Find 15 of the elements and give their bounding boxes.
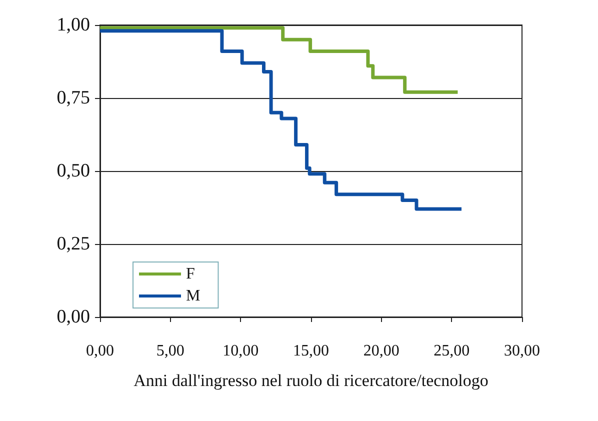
y-tick-label: 0,25: [56, 234, 90, 254]
y-tick-label: 0,50: [56, 160, 90, 182]
x-tick-label: 20,00: [363, 342, 400, 360]
x-tick-label: 10,00: [222, 342, 259, 360]
x-tick-label: 30,00: [504, 342, 540, 360]
legend-label: M: [186, 288, 200, 304]
legend-label: F: [186, 266, 195, 282]
y-tick-label: 0,00: [56, 306, 90, 328]
x-tick-label: 15,00: [293, 342, 329, 360]
x-tick-label: 0,00: [86, 342, 114, 360]
x-tick-label: 5,00: [156, 342, 184, 360]
x-tick-label: 25,00: [434, 342, 470, 360]
y-tick-label: 1,00: [56, 14, 90, 36]
y-tick-label: 0,75: [56, 88, 90, 108]
x-axis-title: Anni dall'ingresso nel ruolo di ricercatore/tecnologo: [134, 371, 488, 390]
